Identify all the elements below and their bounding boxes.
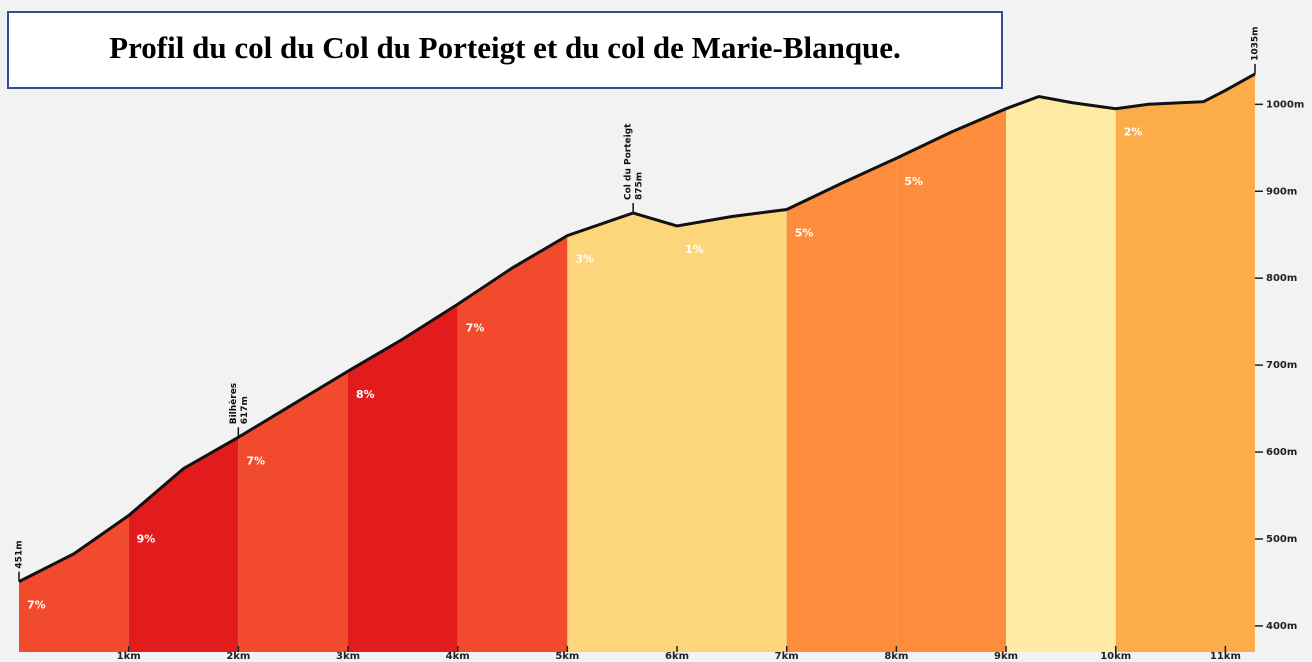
annotation-label: 1035m: [1251, 26, 1261, 60]
gradient-label: 7%: [27, 599, 46, 612]
y-tick-label: 400m: [1266, 621, 1297, 632]
annotation-sublabel: 617m: [240, 396, 250, 424]
y-tick-label: 600m: [1266, 447, 1297, 458]
x-tick-label: 8km: [884, 651, 908, 662]
x-tick-label: 7km: [775, 651, 799, 662]
annotation-label: 451m: [15, 540, 25, 568]
x-tick-label: 1km: [117, 651, 141, 662]
annotation-sublabel: 875m: [635, 172, 645, 200]
y-tick-label: 900m: [1266, 186, 1297, 197]
x-tick-label: 6km: [665, 651, 689, 662]
x-tick-label: 2km: [226, 651, 250, 662]
y-tick-label: 800m: [1266, 273, 1297, 284]
gradient-label: 1%: [685, 243, 704, 256]
x-tick-label: 10km: [1100, 651, 1131, 662]
x-tick-label: 4km: [446, 651, 470, 662]
y-tick-label: 1000m: [1266, 99, 1304, 110]
y-tick-label: 500m: [1266, 534, 1297, 545]
gradient-label: 8%: [356, 388, 375, 401]
layer: 1km 2km 3km 4km 5km 6km 7km 8km 9km 10km 11km 400m 5…: [15, 26, 1305, 662]
x-tick-label: 3km: [336, 651, 360, 662]
title-box: [7, 11, 1003, 89]
x-tick-label: 9km: [994, 651, 1018, 662]
gradient-label: 5%: [795, 227, 814, 240]
x-tick-label: 11km: [1210, 651, 1241, 662]
annotation-label: Col du Porteigt: [624, 123, 634, 200]
gradient-label: 2%: [1124, 126, 1143, 139]
gradient-segment: [896, 73, 1007, 652]
annotation-label: Bilhères: [228, 383, 239, 424]
chart-title: Profil du col du Col du Porteigt et du c…: [109, 30, 901, 65]
x-tick-label: 5km: [555, 651, 579, 662]
y-tick-label: 700m: [1266, 360, 1297, 371]
elevation-line: [18, 72, 1256, 583]
gradient-label: 5%: [904, 175, 923, 188]
gradient-label: 9%: [137, 533, 156, 546]
gradient-label: 7%: [466, 321, 485, 334]
gradient-segment: [1006, 73, 1116, 652]
gradient-segment: [1115, 73, 1255, 652]
gradient-label: 7%: [246, 454, 265, 467]
gradient-label: 3%: [575, 253, 594, 266]
